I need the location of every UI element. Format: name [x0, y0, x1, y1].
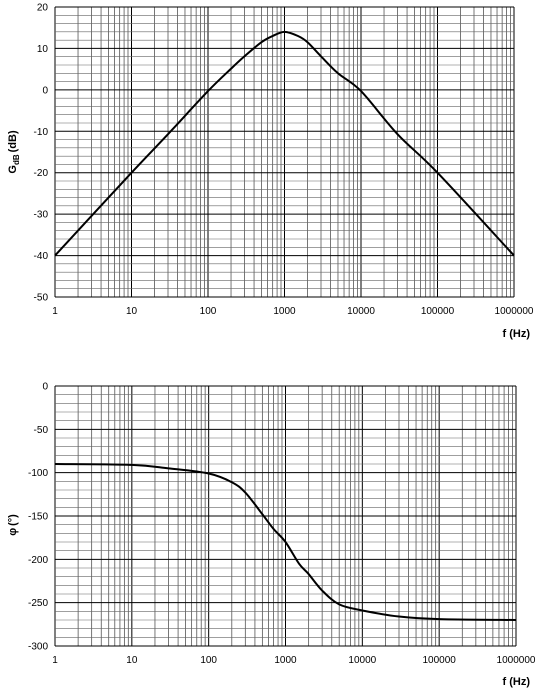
phase-x-tick-label: 100 — [200, 655, 217, 666]
phase-y-label-unit: (°) — [7, 514, 19, 526]
phase-y-ticks: 0 -50 -100 -150 -200 -250 -300 — [28, 382, 48, 653]
phase-y-tick-label: -250 — [28, 598, 48, 609]
phase-x-tick-label: 1 — [52, 655, 58, 666]
gain-x-tick-label: 1000000 — [495, 306, 534, 317]
phase-y-label-main: φ — [7, 528, 19, 536]
gain-x-tick-label: 10 — [126, 306, 138, 317]
gain-y-label-unit: (dB) — [7, 130, 19, 152]
phase-x-tick-label: 100000 — [422, 655, 456, 666]
gain-y-tick-label: 10 — [37, 44, 49, 55]
phase-x-tick-label: 10000 — [348, 655, 376, 666]
gain-y-tick-label: -20 — [34, 168, 49, 179]
gain-y-label-sub: dB — [12, 154, 21, 165]
gain-y-ticks: 20 10 0 -10 -20 -30 -40 -50 — [34, 3, 49, 304]
phase-y-tick-label: -50 — [34, 425, 49, 436]
phase-y-tick-label: -300 — [28, 642, 48, 653]
phase-grid — [54, 385, 517, 647]
phase-chart: 0 -50 -100 -150 -200 -250 -300 1 10 100 1000 10000… — [7, 382, 536, 689]
gain-x-tick-label: 100 — [200, 306, 217, 317]
phase-y-tick-label: -100 — [28, 468, 48, 479]
gain-y-label-main: G — [7, 165, 19, 174]
gain-x-tick-label: 100000 — [421, 306, 455, 317]
svg-text:GdB(dB): GdB (dB) — [7, 130, 21, 174]
phase-x-tick-label: 1000 — [274, 655, 297, 666]
gain-y-tick-label: 0 — [42, 85, 48, 96]
gain-y-tick-label: -40 — [34, 251, 49, 262]
phase-y-tick-label: 0 — [42, 382, 48, 393]
phase-y-tick-label: -150 — [28, 512, 48, 523]
gain-y-tick-label: 20 — [37, 3, 49, 14]
phase-y-tick-label: -200 — [28, 555, 48, 566]
gain-x-tick-label: 1 — [52, 306, 58, 317]
gain-x-axis-label: f (Hz) — [503, 328, 531, 340]
phase-series-line — [54, 463, 517, 621]
phase-x-tick-label: 10 — [126, 655, 138, 666]
gain-x-ticks: 1 10 100 1000 10000 100000 1000000 — [52, 306, 534, 317]
svg-text:φ(°): φ (°) — [7, 514, 19, 536]
phase-x-tick-label: 1000000 — [497, 655, 536, 666]
phase-x-ticks: 1 10 100 1000 10000 100000 1000000 — [52, 655, 536, 666]
phase-y-axis-label: φ (°) — [7, 514, 19, 536]
phase-x-axis-label: f (Hz) — [503, 676, 531, 688]
gain-grid — [54, 6, 515, 298]
gain-y-tick-label: -10 — [34, 127, 49, 138]
gain-series-line — [54, 30, 515, 257]
gain-y-tick-label: -50 — [34, 293, 49, 304]
gain-y-axis-label: GdB (dB) — [7, 130, 21, 174]
gain-y-tick-label: -30 — [34, 210, 49, 221]
gain-x-tick-label: 10000 — [347, 306, 375, 317]
gain-x-tick-label: 1000 — [273, 306, 296, 317]
